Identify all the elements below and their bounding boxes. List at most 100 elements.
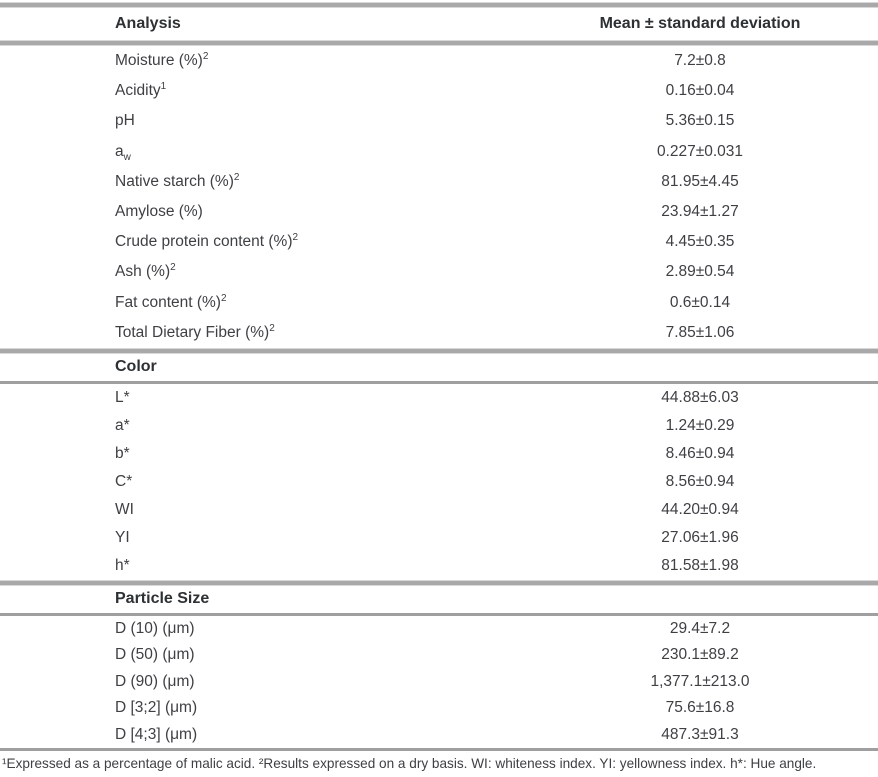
- analysis-label: WI: [0, 501, 530, 519]
- label-text: D [3;2] (μm): [115, 699, 198, 717]
- section-rows: L* 44.88±6.03 a* 1.24±0.29 b* 8.46±0.94 C* 8.56…: [0, 384, 878, 580]
- analysis-label: h*: [0, 557, 530, 575]
- analysis-label: D (50) (μm): [0, 646, 530, 664]
- mean-sd-value: 7.2±0.8: [674, 52, 726, 70]
- label-text: h*: [115, 556, 130, 574]
- mean-sd-value: 27.06±1.96: [661, 528, 739, 546]
- table-row: D (10) (μm) 29.4±7.2: [0, 616, 878, 642]
- analysis-label: YI: [0, 529, 530, 547]
- table-row: C* 8.56±0.94: [0, 468, 878, 496]
- footnote-marker: 2: [202, 50, 209, 62]
- analysis-label: D [3;2] (μm): [0, 699, 530, 717]
- label-text: YI: [115, 528, 130, 546]
- section-title-underline-rule: [0, 380, 878, 384]
- mean-sd-value: 75.6±16.8: [665, 699, 735, 717]
- table-row: WI 44.20±0.94: [0, 496, 878, 524]
- label-text: Native starch (%): [115, 172, 234, 190]
- analysis-label: Amylose (%): [0, 203, 530, 221]
- analysis-label: Crude protein content (%)2: [0, 233, 530, 251]
- mean-sd-value: 23.94±1.27: [661, 203, 739, 221]
- mean-sd-value: 0.227±0.031: [656, 142, 744, 160]
- analysis-label: aw: [0, 142, 530, 163]
- footnote-marker: 2: [233, 171, 240, 183]
- label-text: a: [115, 142, 124, 160]
- table-row: Amylose (%) 23.94±1.27: [0, 197, 878, 227]
- mean-sd-value: 1.24±0.29: [665, 416, 735, 434]
- label-text: Crude protein content (%): [115, 233, 293, 251]
- column-header-analysis: Analysis: [115, 15, 181, 32]
- mean-sd-value: 7.85±1.06: [665, 323, 735, 341]
- mean-sd-value: 0.16±0.04: [665, 82, 735, 100]
- table-row: D [4;3] (μm) 487.3±91.3: [0, 721, 878, 747]
- table-body: Moisture (%)2 7.2±0.8 Acidity1 0.16±0.04 pH 5…: [0, 46, 878, 748]
- table-row: YI 27.06±1.96: [0, 524, 878, 552]
- label-text: D [4;3] (μm): [115, 725, 198, 743]
- section-rows: D (10) (μm) 29.4±7.2 D (50) (μm) 230.1±89.2…: [0, 616, 878, 748]
- mean-sd-value: 81.58±1.98: [661, 556, 739, 574]
- table-row: Native starch (%)2 81.95±4.45: [0, 167, 878, 197]
- table-header-row: Analysis Mean ± standard deviation: [0, 8, 878, 40]
- mean-sd-value: 81.95±4.45: [661, 172, 739, 190]
- label-text: a*: [115, 416, 130, 434]
- analysis-label: Ash (%)2: [0, 263, 530, 281]
- table-footnote: ¹Expressed as a percentage of malic acid…: [2, 756, 817, 772]
- label-text: Fat content (%): [115, 293, 221, 311]
- footnote-marker: 2: [220, 292, 227, 304]
- footnote-marker: 2: [269, 322, 275, 334]
- label-text: D (10) (μm): [115, 620, 195, 638]
- label-text: L*: [115, 388, 130, 406]
- label-text: Acidity: [115, 82, 161, 100]
- footnote-marker: 1: [160, 81, 167, 93]
- mean-sd-value: 4.45±0.35: [665, 233, 735, 251]
- table-row: Crude protein content (%)2 4.45±0.35: [0, 227, 878, 257]
- mean-sd-value: 487.3±91.3: [661, 725, 739, 743]
- mean-sd-value: 8.46±0.94: [665, 444, 735, 462]
- label-text: pH: [115, 112, 135, 130]
- analysis-label: D (10) (μm): [0, 620, 530, 638]
- table-row: Ash (%)2 2.89±0.54: [0, 257, 878, 287]
- column-header-mean-sd: Mean ± standard deviation: [599, 15, 801, 32]
- table-row: b* 8.46±0.94: [0, 440, 878, 468]
- analysis-label: C*: [0, 473, 530, 491]
- analysis-label: Acidity1: [0, 82, 530, 100]
- table-row: Moisture (%)2 7.2±0.8: [0, 46, 878, 76]
- mean-sd-value: 2.89±0.54: [665, 263, 735, 281]
- mean-sd-value: 5.36±0.15: [665, 112, 735, 130]
- section-divider-rule: [0, 579, 878, 586]
- table-row: L* 44.88±6.03: [0, 384, 878, 412]
- table-row: Fat content (%)2 0.6±0.14: [0, 288, 878, 318]
- section-title-particle-size: Particle Size: [115, 590, 210, 608]
- analysis-label: L*: [0, 389, 530, 407]
- label-text: b*: [115, 444, 130, 462]
- table-row: Total Dietary Fiber (%)2 7.85±1.06: [0, 318, 878, 348]
- table-row: a* 1.24±0.29: [0, 412, 878, 440]
- table-row: aw 0.227±0.031: [0, 137, 878, 167]
- table-row: D [3;2] (μm) 75.6±16.8: [0, 695, 878, 721]
- analysis-label: D [4;3] (μm): [0, 726, 530, 744]
- footnote-marker: 2: [170, 262, 176, 274]
- mean-sd-value: 8.56±0.94: [665, 472, 735, 490]
- label-text: Total Dietary Fiber (%): [115, 323, 270, 341]
- table-bottom-rule: [0, 747, 878, 751]
- table-row: h* 81.58±1.98: [0, 552, 878, 580]
- section-rows: Moisture (%)2 7.2±0.8 Acidity1 0.16±0.04 pH 5…: [0, 46, 878, 348]
- label-text: Moisture (%): [115, 52, 203, 70]
- table-top-rule: [0, 2, 878, 8]
- analysis-label: b*: [0, 445, 530, 463]
- analysis-label: Total Dietary Fiber (%)2: [0, 322, 530, 342]
- label-text: D (90) (μm): [115, 672, 195, 690]
- label-text: WI: [115, 500, 134, 518]
- section-divider-rule: [0, 347, 878, 354]
- mean-sd-value: 230.1±89.2: [661, 646, 739, 664]
- subscript-text: w: [123, 151, 131, 163]
- analysis-label: Moisture (%)2: [0, 50, 530, 70]
- analysis-label: D (90) (μm): [0, 673, 530, 691]
- mean-sd-value: 44.20±0.94: [661, 500, 739, 518]
- label-text: Amylose (%): [115, 203, 203, 221]
- table-row: pH 5.36±0.15: [0, 106, 878, 136]
- mean-sd-value: 44.88±6.03: [661, 388, 739, 406]
- label-text: Ash (%): [115, 263, 171, 281]
- label-text: D (50) (μm): [115, 646, 195, 664]
- analysis-label: a*: [0, 417, 530, 435]
